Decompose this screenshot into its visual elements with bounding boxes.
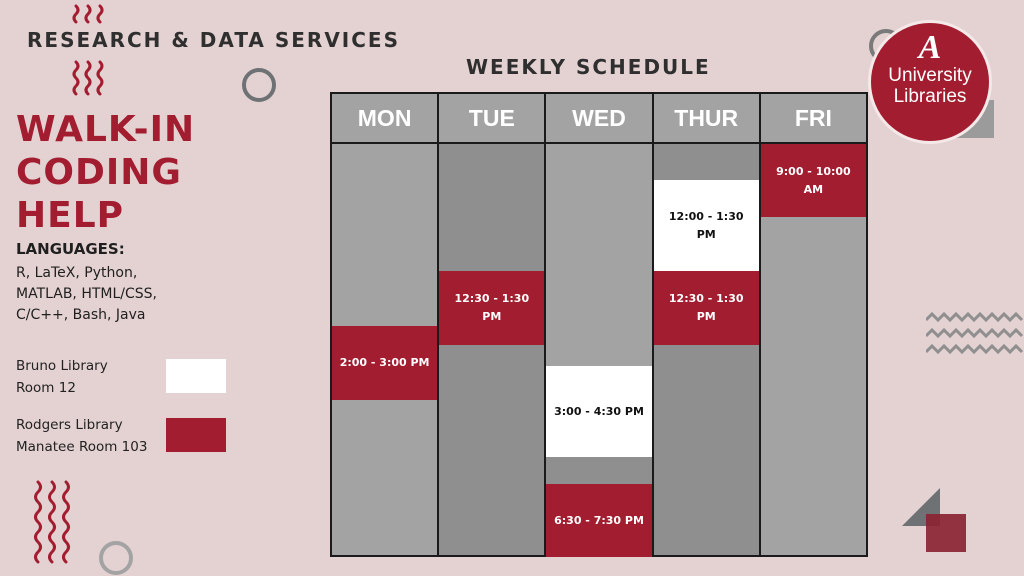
time-slot: 12:30 - 1:30 PM <box>653 271 759 345</box>
day-header: WED <box>546 94 652 144</box>
logo-text: Libraries <box>893 86 967 107</box>
circle-outline-decoration <box>242 68 276 102</box>
legend-label: Bruno Library Room 12 <box>16 355 108 399</box>
title-line: WALK-IN <box>16 109 196 150</box>
circle-outline-decoration <box>99 541 133 575</box>
legend-label-line: Manatee Room 103 <box>16 439 148 455</box>
title-line: CODING <box>16 152 182 193</box>
languages-line: R, LaTeX, Python, <box>16 265 138 281</box>
column-shade <box>439 144 545 271</box>
time-slot: 12:30 - 1:30 PM <box>439 271 545 345</box>
legend-label-line: Rodgers Library <box>16 417 123 433</box>
day-column-thur: THUR 12:00 - 1:30 PM 12:30 - 1:30 PM <box>653 94 761 555</box>
weekly-schedule-grid: MON 2:00 - 3:00 PM TUE 12:30 - 1:30 PM W… <box>330 92 868 557</box>
legend-label: Rodgers Library Manatee Room 103 <box>16 414 147 458</box>
legend-item-bruno: Bruno Library Room 12 <box>16 355 108 399</box>
languages-heading: LANGUAGES: <box>16 240 125 258</box>
time-slot: 3:00 - 4:30 PM <box>546 366 652 457</box>
triangle-square-decoration <box>902 488 966 552</box>
legend-item-rodgers: Rodgers Library Manatee Room 103 <box>16 414 147 458</box>
languages-line: C/C++, Bash, Java <box>16 307 146 323</box>
column-shade <box>546 457 652 484</box>
day-column-wed: WED 3:00 - 4:30 PM 6:30 - 7:30 PM <box>546 94 654 557</box>
languages-line: MATLAB, HTML/CSS, <box>16 286 157 302</box>
department-header: RESEARCH & DATA SERVICES <box>27 28 400 52</box>
legend-label-line: Bruno Library <box>16 358 108 374</box>
page-title: WALK-IN CODING HELP <box>16 108 246 237</box>
day-header: MON <box>332 94 438 144</box>
logo-text: University <box>888 65 972 86</box>
day-header: FRI <box>760 94 867 144</box>
legend-label-line: Room 12 <box>16 380 76 396</box>
schedule-title: WEEKLY SCHEDULE <box>466 55 711 79</box>
wavy-lines-decoration <box>72 4 104 96</box>
logo-letter: A <box>918 29 942 66</box>
column-shade <box>439 345 545 555</box>
day-column-tue: TUE 12:30 - 1:30 PM <box>439 94 547 555</box>
languages-list: R, LaTeX, Python, MATLAB, HTML/CSS, C/C+… <box>16 263 216 326</box>
legend-swatch-white <box>166 359 226 393</box>
wavy-lines-decoration <box>34 480 70 564</box>
day-header: THUR <box>653 94 759 144</box>
time-slot: 2:00 - 3:00 PM <box>332 326 438 400</box>
legend-swatch-red <box>166 418 226 452</box>
zigzag-decoration <box>926 312 1024 355</box>
time-slot: 12:00 - 1:30 PM <box>653 180 759 271</box>
day-column-fri: FRI 9:00 - 10:00 AM <box>760 94 867 555</box>
day-header: TUE <box>439 94 545 144</box>
time-slot: 6:30 - 7:30 PM <box>546 484 652 557</box>
time-slot: 9:00 - 10:00 AM <box>760 144 867 217</box>
day-column-mon: MON 2:00 - 3:00 PM <box>332 94 440 555</box>
title-line: HELP <box>16 195 125 236</box>
university-libraries-logo: A University Libraries <box>868 20 992 144</box>
